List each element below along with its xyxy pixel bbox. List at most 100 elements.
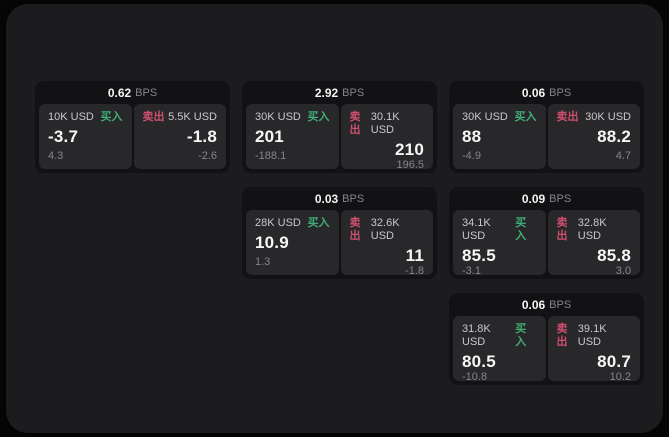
buy-panel[interactable]: 28K USD 买入 10.9 1.3 — [246, 210, 339, 275]
sell-side-label: 卖出 — [556, 323, 568, 348]
buy-price: 201 — [255, 127, 284, 146]
quote-cards-grid: 0.62 BPS 10K USD 买入 -3.7 4.3 卖出 5.5K USD — [35, 81, 644, 385]
sell-side-label: 卖出 — [556, 217, 568, 242]
sell-panel[interactable]: 卖出 32.8K USD 85.8 3.0 — [547, 210, 640, 277]
bps-unit: BPS — [342, 86, 365, 99]
sell-panel[interactable]: 卖出 30.1K USD 210 196.5 — [340, 104, 433, 171]
buy-delta: 1.3 — [255, 256, 271, 268]
quote-card: 0.03 BPS 28K USD 买入 10.9 1.3 卖出 32.6K US… — [242, 187, 437, 279]
bps-unit: BPS — [342, 192, 365, 205]
card-body: 34.1K USD 买入 85.5 -3.1 卖出 32.8K USD 85.8… — [453, 210, 640, 277]
buy-amount: 31.8K USD — [462, 323, 491, 348]
quote-card: 0.06 BPS 30K USD 买入 88 -4.9 卖出 30K USD — [449, 81, 644, 173]
quote-card: 2.92 BPS 30K USD 买入 201 -188.1 卖出 30.1K … — [242, 81, 437, 173]
bps-value: 0.62 — [107, 85, 132, 100]
buy-panel-top: 31.8K USD 买入 — [462, 323, 537, 349]
buy-amount: 30K USD — [462, 111, 508, 123]
buy-panel-top: 28K USD 买入 — [255, 217, 330, 230]
sell-amount: 30.1K USD — [370, 111, 400, 136]
bps-unit: BPS — [549, 192, 572, 205]
sell-delta: -1.8 — [405, 265, 424, 277]
sell-amount: 30K USD — [585, 111, 631, 123]
sell-delta: 3.0 — [615, 265, 631, 277]
buy-panel-top: 30K USD 买入 — [462, 111, 537, 124]
sell-panel-top: 卖出 30.1K USD — [350, 111, 425, 137]
buy-panel-top: 34.1K USD 买入 — [462, 217, 537, 243]
bps-value: 0.09 — [521, 191, 546, 206]
sell-panel-top: 卖出 5.5K USD — [143, 111, 218, 124]
bps-value: 0.06 — [521, 85, 546, 100]
buy-side-label: 买入 — [515, 323, 527, 348]
sell-delta: -2.6 — [198, 150, 217, 162]
buy-price: 88 — [462, 127, 482, 146]
sell-price: -1.8 — [186, 127, 217, 146]
buy-side-label: 买入 — [307, 217, 330, 229]
sell-panel[interactable]: 卖出 30K USD 88.2 4.7 — [547, 104, 640, 169]
buy-side-label: 买入 — [514, 111, 537, 123]
sell-side-label: 卖出 — [142, 111, 165, 123]
buy-delta: -4.9 — [462, 150, 481, 162]
bps-unit: BPS — [549, 298, 572, 311]
bps-value: 2.92 — [314, 85, 339, 100]
sell-panel[interactable]: 卖出 32.6K USD 11 -1.8 — [340, 210, 433, 277]
bps-unit: BPS — [549, 86, 572, 99]
buy-panel[interactable]: 10K USD 买入 -3.7 4.3 — [39, 104, 132, 169]
buy-delta: -3.1 — [462, 265, 481, 277]
card-body: 31.8K USD 买入 80.5 -10.8 卖出 39.1K USD 80.… — [453, 316, 640, 383]
buy-side-label: 买入 — [307, 111, 330, 123]
sell-panel-top: 卖出 32.6K USD — [350, 217, 425, 243]
sell-price: 88.2 — [597, 127, 631, 146]
sell-amount: 5.5K USD — [168, 111, 217, 123]
buy-delta: -10.8 — [462, 371, 488, 383]
sell-price: 210 — [395, 140, 424, 159]
buy-delta: -188.1 — [255, 150, 287, 162]
bps-value: 0.03 — [314, 191, 339, 206]
card-header: 0.03 BPS — [246, 187, 433, 210]
bps-value: 0.06 — [521, 297, 546, 312]
card-body: 30K USD 买入 88 -4.9 卖出 30K USD 88.2 4.7 — [453, 104, 640, 169]
sell-panel[interactable]: 卖出 39.1K USD 80.7 10.2 — [547, 316, 640, 383]
sell-side-label: 卖出 — [349, 217, 361, 242]
sell-amount: 32.8K USD — [577, 217, 607, 242]
bps-unit: BPS — [135, 86, 158, 99]
buy-panel-top: 30K USD 买入 — [255, 111, 330, 124]
buy-price: -3.7 — [48, 127, 79, 146]
buy-side-label: 买入 — [100, 111, 123, 123]
buy-amount: 28K USD — [255, 217, 301, 229]
quote-card: 0.06 BPS 31.8K USD 买入 80.5 -10.8 卖出 39.1… — [449, 293, 644, 385]
sell-panel-top: 卖出 30K USD — [557, 111, 632, 124]
card-header: 0.09 BPS — [453, 187, 640, 210]
sell-price: 85.8 — [597, 246, 631, 265]
buy-amount: 34.1K USD — [462, 217, 491, 242]
sell-amount: 39.1K USD — [577, 323, 607, 348]
buy-price: 80.5 — [462, 352, 496, 371]
card-header: 0.62 BPS — [39, 81, 226, 104]
sell-amount: 32.6K USD — [370, 217, 400, 242]
quote-card: 0.62 BPS 10K USD 买入 -3.7 4.3 卖出 5.5K USD — [35, 81, 230, 173]
card-header: 2.92 BPS — [246, 81, 433, 104]
card-body: 28K USD 买入 10.9 1.3 卖出 32.6K USD 11 -1.8 — [246, 210, 433, 277]
buy-panel[interactable]: 30K USD 买入 201 -188.1 — [246, 104, 339, 169]
sell-panel[interactable]: 卖出 5.5K USD -1.8 -2.6 — [133, 104, 226, 169]
buy-amount: 10K USD — [48, 111, 94, 123]
buy-panel[interactable]: 30K USD 买入 88 -4.9 — [453, 104, 546, 169]
sell-price: 80.7 — [597, 352, 631, 371]
sell-delta: 196.5 — [396, 159, 424, 171]
sell-delta: 10.2 — [609, 371, 631, 383]
sell-side-label: 卖出 — [349, 111, 361, 136]
card-header: 0.06 BPS — [453, 293, 640, 316]
buy-price: 85.5 — [462, 246, 496, 265]
buy-delta: 4.3 — [48, 150, 64, 162]
sell-panel-top: 卖出 39.1K USD — [557, 323, 632, 349]
sell-delta: 4.7 — [615, 150, 631, 162]
buy-panel-top: 10K USD 买入 — [48, 111, 123, 124]
buy-panel[interactable]: 34.1K USD 买入 85.5 -3.1 — [453, 210, 546, 277]
card-header: 0.06 BPS — [453, 81, 640, 104]
buy-panel[interactable]: 31.8K USD 买入 80.5 -10.8 — [453, 316, 546, 383]
buy-amount: 30K USD — [255, 111, 301, 123]
sell-side-label: 卖出 — [556, 111, 579, 123]
sell-panel-top: 卖出 32.8K USD — [557, 217, 632, 243]
buy-price: 10.9 — [255, 233, 289, 252]
quote-card: 0.09 BPS 34.1K USD 买入 85.5 -3.1 卖出 32.8K… — [449, 187, 644, 279]
